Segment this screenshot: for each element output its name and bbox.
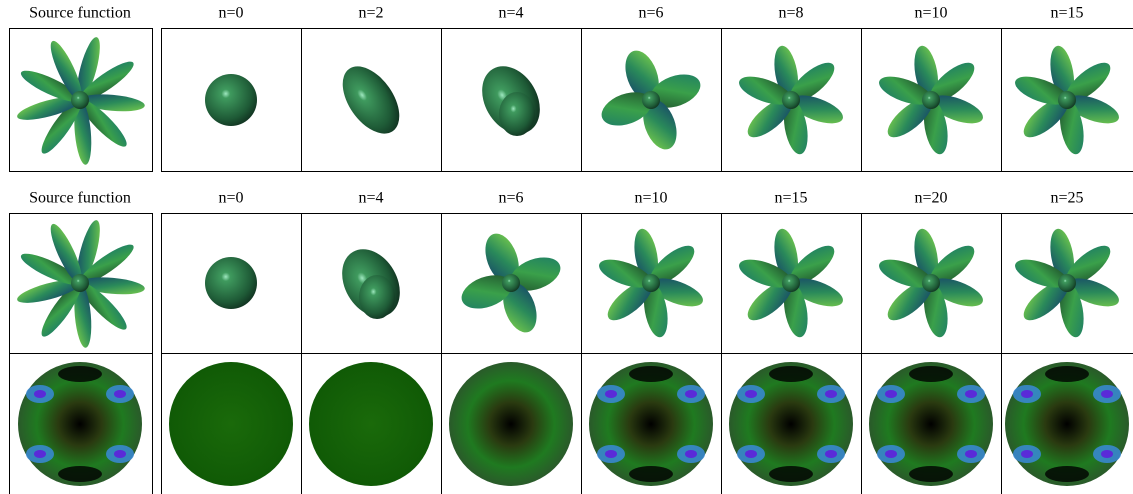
disc-spot [685, 390, 697, 398]
disc [449, 362, 573, 486]
disc-spot [34, 390, 46, 398]
column-label: n=4 [358, 190, 383, 207]
glyph [782, 274, 800, 292]
disc-spot [685, 450, 697, 458]
disc [169, 362, 293, 486]
disc-spot [1101, 450, 1113, 458]
disc-spot [1021, 450, 1033, 458]
disc-spot [1045, 466, 1089, 482]
column-label: n=20 [914, 190, 947, 207]
disc [309, 362, 433, 486]
disc-spot [825, 450, 837, 458]
glyph [1058, 274, 1076, 292]
glyph [499, 92, 535, 136]
column-label: n=10 [914, 5, 947, 22]
disc-spot [909, 466, 953, 482]
disc-spot [58, 366, 102, 382]
disc-spot [629, 466, 673, 482]
disc-spot [1101, 390, 1113, 398]
column-label: n=0 [218, 5, 243, 22]
glyph [922, 274, 940, 292]
glyph [359, 275, 395, 319]
disc-spot [1021, 390, 1033, 398]
disc-spot [769, 466, 813, 482]
glyph [71, 274, 89, 292]
column-label: n=10 [634, 190, 667, 207]
glyph [331, 56, 411, 143]
disc-spot [965, 450, 977, 458]
column-label: n=6 [638, 5, 663, 22]
disc-spot [605, 450, 617, 458]
source-label: Source function [29, 190, 131, 207]
column-label: n=2 [358, 5, 383, 22]
disc-spot [885, 390, 897, 398]
column-label: n=8 [778, 5, 803, 22]
glyph [642, 91, 660, 109]
disc-spot [825, 390, 837, 398]
glyph [782, 91, 800, 109]
column-label: n=15 [774, 190, 807, 207]
disc-spot [885, 450, 897, 458]
source-label: Source function [29, 5, 131, 22]
column-label: n=6 [498, 190, 523, 207]
figure: Source function n=0 n=2 n=4 n=6 n=8 n=10 n=15 So… [0, 0, 1133, 494]
disc-spot [769, 366, 813, 382]
disc-spot [965, 390, 977, 398]
disc-spot [34, 450, 46, 458]
disc-spot [58, 466, 102, 482]
glyph [205, 74, 257, 126]
disc-spot [745, 390, 757, 398]
disc-spot [605, 390, 617, 398]
disc-spot [114, 450, 126, 458]
glyph [1058, 91, 1076, 109]
glyph [922, 91, 940, 109]
column-label: n=4 [498, 5, 523, 22]
disc-spot [114, 390, 126, 398]
column-label: n=0 [218, 190, 243, 207]
glyph [642, 274, 660, 292]
column-label: n=25 [1050, 190, 1083, 207]
column-label: n=15 [1050, 5, 1083, 22]
disc-spot [629, 366, 673, 382]
glyph [71, 91, 89, 109]
disc-spot [1045, 366, 1089, 382]
disc-spot [909, 366, 953, 382]
disc-spot [745, 450, 757, 458]
glyph [502, 274, 520, 292]
glyph [205, 257, 257, 309]
